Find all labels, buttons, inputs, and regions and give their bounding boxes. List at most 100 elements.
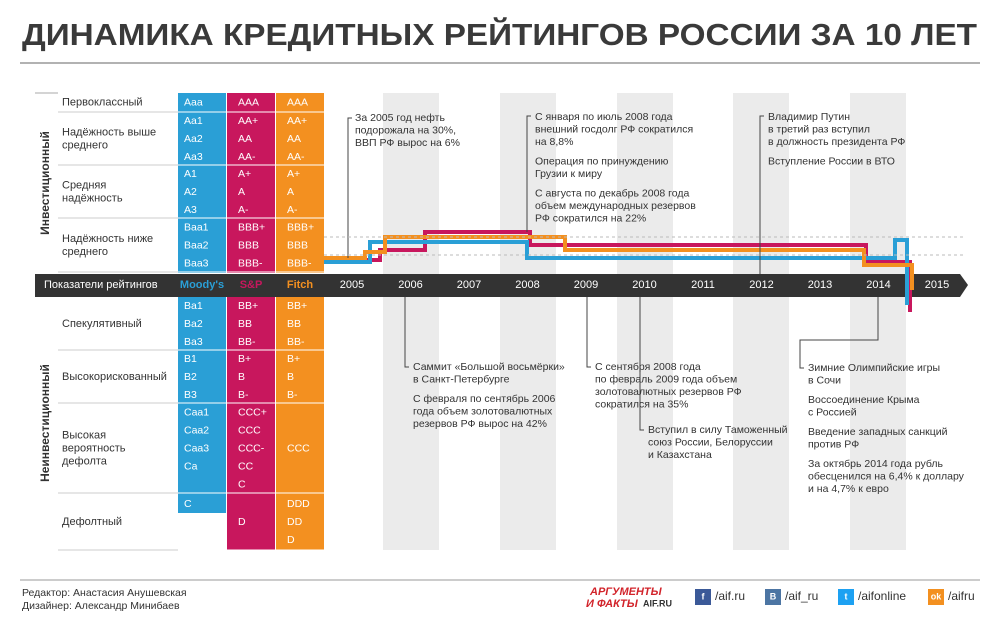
rating-cell: C	[184, 498, 192, 510]
social-handle: /aifru	[948, 589, 975, 603]
group-label: дефолта	[62, 455, 108, 467]
rating-cell: B-	[238, 389, 249, 401]
event-text: С августа по декабрь 2008 года	[535, 187, 690, 199]
year-label: 2011	[691, 279, 715, 291]
event-text: союз России, Белоруссии	[648, 436, 773, 448]
rating-cell: BB	[238, 318, 252, 330]
connector	[799, 297, 879, 369]
event-text: сократился на 35%	[595, 398, 688, 410]
event-text: За октябрь 2014 года рубль	[808, 458, 944, 470]
event-text: и на 4,7% к евро	[808, 483, 889, 495]
rating-cell: B	[238, 371, 245, 383]
group-label: Высокорискованный	[62, 371, 167, 383]
event-text: резервов РФ вырос на 42%	[413, 418, 547, 430]
group-label: Надёжность выше	[62, 126, 156, 138]
rating-cell: Caa1	[184, 406, 209, 418]
year-label: 2015	[925, 279, 949, 291]
social-icon-glyph: t	[845, 591, 848, 601]
rating-cell: Caa3	[184, 442, 209, 454]
event-text: Воссоединение Крыма	[808, 394, 920, 406]
moodys-line	[324, 238, 909, 305]
moodys-column	[178, 297, 226, 513]
fitch-column	[276, 93, 324, 273]
event-text: С января по июль 2008 года	[535, 111, 673, 123]
sp-column	[227, 93, 275, 273]
rating-cell: A+	[238, 168, 251, 180]
rating-cell: A	[287, 186, 294, 198]
connectors	[347, 115, 879, 431]
rating-cell: AA	[238, 133, 252, 145]
section-label: Неинвестиционный	[38, 364, 52, 482]
rating-cell: BB-	[287, 336, 305, 348]
event-text: С сентября 2008 года	[595, 361, 701, 373]
group-label: среднего	[62, 139, 108, 151]
event-text: по февраль 2009 года объем	[595, 373, 737, 385]
rating-cell: BBB	[238, 239, 259, 251]
band	[733, 93, 789, 550]
rating-cell: A-	[287, 204, 298, 216]
rating-cell: CCC	[238, 424, 261, 436]
event-text: года объем золотовалютных	[413, 405, 553, 417]
event-text: подорожала на 30%,	[355, 124, 456, 136]
year-label: 2013	[808, 279, 832, 291]
event-text: Вступил в силу Таможенный	[648, 424, 788, 436]
event-text: Зимние Олимпийские игры	[808, 362, 940, 374]
year-label: 2012	[749, 279, 773, 291]
rating-cell: BBB+	[238, 221, 265, 233]
rating-cell: BB+	[238, 300, 258, 312]
event-text: Владимир Путин	[768, 111, 850, 123]
moodys-column	[178, 93, 226, 273]
group-label: Высокая	[62, 429, 106, 441]
timeline-header: Показатели рейтингов	[44, 279, 158, 291]
rating-cell: Baa2	[184, 239, 209, 251]
group-label: надёжность	[62, 192, 123, 204]
event-text: За 2005 год нефть	[355, 112, 445, 124]
event-text: в Санкт-Петербурге	[413, 373, 510, 385]
event-text: Введение западных санкций	[808, 426, 948, 438]
rating-cell: CC	[238, 460, 254, 472]
band	[383, 93, 439, 550]
rating-cell: B-	[287, 389, 298, 401]
social-icon-glyph: ok	[931, 591, 942, 601]
event-text: Операция по принуждению	[535, 155, 669, 167]
rating-cell: AA+	[287, 115, 307, 127]
rating-cell: BBB	[287, 239, 308, 251]
event-text: внешний госдолг РФ сократился	[535, 123, 693, 135]
title: ДИНАМИКА КРЕДИТНЫХ РЕЙТИНГОВ РОССИИ ЗА 1…	[22, 16, 977, 52]
event-text: Вступление России в ВТО	[768, 155, 895, 167]
rating-cell: A3	[184, 204, 197, 216]
logo: АРГУМЕНТЫ	[589, 586, 663, 598]
rating-cell: Caa2	[184, 424, 209, 436]
event-text: и Казахстана	[648, 449, 712, 461]
rating-cell: B2	[184, 371, 197, 383]
section-label: Инвестиционный	[38, 131, 52, 235]
rating-cell: A-	[238, 204, 249, 216]
rating-cell: BBB-	[287, 257, 312, 269]
rating-cell: B1	[184, 353, 197, 365]
event-text: обесценился на 6,4% к доллару	[808, 470, 965, 482]
year-label: 2009	[574, 279, 598, 291]
rating-cell: Baa1	[184, 221, 209, 233]
rating-cell: AAA	[238, 96, 259, 108]
connector	[759, 115, 764, 274]
year-label: 2014	[866, 279, 890, 291]
year-label: 2008	[515, 279, 539, 291]
rating-cell: AA-	[238, 151, 256, 163]
logo: И ФАКТЫ	[586, 598, 639, 610]
rating-cell: AA+	[238, 115, 258, 127]
rating-cell: CCC-	[238, 442, 265, 454]
social-handle: /aif_ru	[785, 589, 818, 603]
year-label: 2005	[340, 279, 364, 291]
group-label: Надёжность ниже	[62, 233, 153, 245]
event-text: золотовалютных резервов РФ	[595, 386, 742, 398]
event-text: на 8,8%	[535, 136, 574, 148]
social-icon-glyph: В	[770, 591, 777, 601]
event-text: против РФ	[808, 438, 859, 450]
rating-cell: BBB-	[238, 257, 263, 269]
year-label: 2007	[457, 279, 481, 291]
group-label: Средняя	[62, 179, 106, 191]
rating-cell: DD	[287, 516, 303, 528]
rating-cell: Aa2	[184, 133, 203, 145]
band	[617, 93, 673, 550]
social-handle: /aifonline	[858, 589, 906, 603]
